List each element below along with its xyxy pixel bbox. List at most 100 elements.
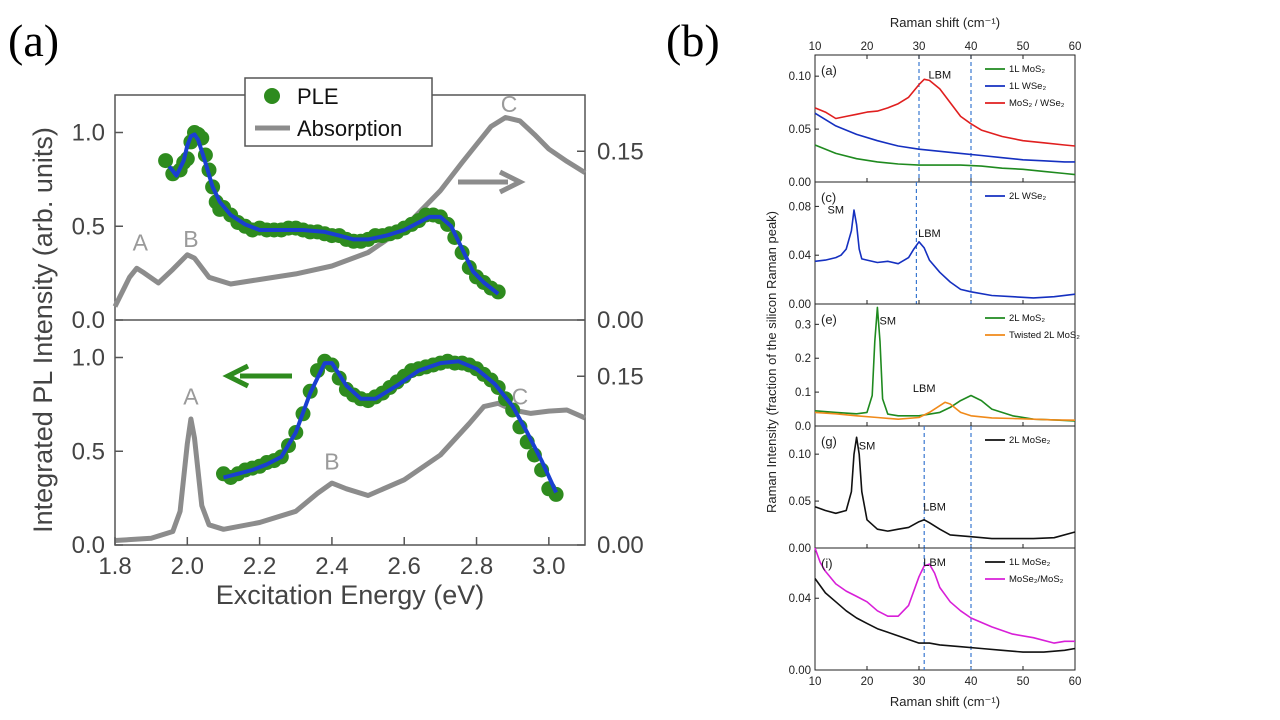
y-tick-label: 0.5 <box>72 213 105 240</box>
y-tick-label: 0.5 <box>72 438 105 465</box>
y-tick-label: 0.00 <box>789 543 811 555</box>
legend-label: 1L MoS₂ <box>1009 64 1045 75</box>
series-line <box>814 112 1075 163</box>
y-tick-label: 0.0 <box>72 532 105 559</box>
peak-annotation: LBM <box>923 557 946 569</box>
y-tick-label: 0.05 <box>789 124 811 136</box>
legend-label: 1L WSe₂ <box>1009 81 1046 92</box>
y-tick-label: 0.00 <box>789 177 811 189</box>
right-y-tick-label: 0.00 <box>597 307 644 334</box>
peak-annotation: SM <box>828 205 845 217</box>
top-x-axis-title: Raman shift (cm⁻¹) <box>890 15 1000 30</box>
legend-label: 2L WSe₂ <box>1009 191 1046 202</box>
raman-subplot-3: 0.00 0.05 0.10 (g) SM LBM 2L MoSe₂ <box>789 425 1076 555</box>
ple-marker <box>158 153 174 169</box>
subplot-top: 0.0 0.5 1.0 0.00 0.15 A B C <box>72 91 644 334</box>
right-y-tick-label: 0.00 <box>597 532 644 559</box>
y-tick-label: 0.00 <box>789 665 811 677</box>
top-x-tick-label: 40 <box>965 41 978 53</box>
y-tick-label: 0.05 <box>789 496 811 508</box>
subplot-tag: (e) <box>821 312 837 327</box>
subplot-tag: (c) <box>821 190 836 205</box>
arrow-head <box>498 169 526 195</box>
y-tick-label: 1.0 <box>72 345 105 372</box>
peak-label-b: B <box>324 449 339 475</box>
x-tick-label: 40 <box>965 676 978 688</box>
arrow-right-gray <box>458 169 526 195</box>
panel-label-a: (a) <box>8 15 60 66</box>
x-tick-label: 1.8 <box>98 553 131 580</box>
y-tick-label: 0.3 <box>795 319 811 331</box>
series-line <box>814 578 1076 653</box>
peak-annotation: SM <box>859 440 876 452</box>
x-tick-label: 2.0 <box>171 553 204 580</box>
subplot-tag: (a) <box>821 63 837 78</box>
legend-absorption-label: Absorption <box>297 116 402 141</box>
peak-annotation: LBM <box>913 383 936 395</box>
x-tick-label: 50 <box>1017 676 1030 688</box>
legend-a: PLE Absorption <box>244 77 433 147</box>
ple-fit-line <box>223 359 558 494</box>
y-tick-label: 0.08 <box>789 201 811 213</box>
peak-label-a: A <box>183 383 199 409</box>
subplot-bottom: 0.0 0.5 1.0 0.00 0.15 A B C <box>72 345 644 560</box>
x-tick-label: 2.8 <box>460 553 493 580</box>
x-tick-label: 2.2 <box>243 553 276 580</box>
x-tick-label: 60 <box>1069 676 1082 688</box>
raman-subplot-0: 0.00 0.05 0.10 (a) LBM 1L MoS₂ 1L WSe₂ MoS₂ / W… <box>789 55 1076 189</box>
plot-frame-b <box>814 54 1076 671</box>
top-x-tick-label: 30 <box>913 41 926 53</box>
panel-label-b: (b) <box>666 15 720 66</box>
peak-label-c: C <box>501 91 518 117</box>
top-x-tick-label: 20 <box>861 41 874 53</box>
peak-annotation: LBM <box>918 228 941 240</box>
ple-fit-line <box>167 132 500 296</box>
peak-label-b: B <box>183 226 198 252</box>
legend-ple-label: PLE <box>297 84 339 109</box>
raman-subplot-4: 0.00 0.04 (i) LBM 1L MoSe₂ MoSe₂/MoS₂ <box>789 547 1076 677</box>
y-tick-label: 0.10 <box>789 71 811 83</box>
series-line <box>814 401 1076 421</box>
arrow-left-green <box>222 363 292 389</box>
series-line <box>814 306 1076 422</box>
top-x-tick-label: 60 <box>1069 41 1082 53</box>
legend-label: 2L MoS₂ <box>1009 313 1045 324</box>
y-tick-label: 1.0 <box>72 120 105 147</box>
y-tick-label: 0.04 <box>789 250 812 262</box>
x-tick-label: 2.6 <box>388 553 421 580</box>
absorption-curve <box>112 115 587 308</box>
y-tick-label: 0.04 <box>789 593 812 605</box>
series-line <box>814 144 1076 176</box>
y-axis-title: Integrated PL Intensity (arb. units) <box>28 127 58 533</box>
peak-label-c: C <box>512 383 529 409</box>
x-tick-label: 30 <box>913 676 926 688</box>
x-axis-title: Excitation Energy (eV) <box>216 580 485 610</box>
peak-label-a: A <box>133 229 149 255</box>
legend-label: 1L MoSe₂ <box>1009 557 1051 568</box>
series-line <box>814 436 1076 540</box>
ple-marker <box>548 486 564 502</box>
x-tick-label: 20 <box>861 676 874 688</box>
series-line <box>814 547 1075 644</box>
legend-ple-marker <box>264 88 280 104</box>
peak-annotation: LBM <box>928 69 951 81</box>
y-tick-label: 0.2 <box>795 353 811 365</box>
x-tick-label: 2.4 <box>315 553 348 580</box>
right-y-tick-label: 0.15 <box>597 138 644 165</box>
legend-label: MoSe₂/MoS₂ <box>1009 574 1064 585</box>
legend-label: Twisted 2L MoS₂ <box>1009 330 1080 341</box>
peak-annotation: LBM <box>923 501 946 513</box>
y-axis-title: Raman Intensity (fraction of the silicon… <box>764 211 779 513</box>
x-tick-label: 10 <box>809 676 822 688</box>
top-x-tick-label: 10 <box>809 41 822 53</box>
legend-label: 2L MoSe₂ <box>1009 435 1051 446</box>
y-tick-label: 0.10 <box>789 449 811 461</box>
peak-annotation: SM <box>880 315 897 327</box>
y-tick-label: 0.1 <box>795 387 811 399</box>
raman-subplot-1: 0.00 0.04 0.08 (c)SM LBM 2L WSe₂ <box>789 181 1076 311</box>
series-line <box>814 209 1076 299</box>
raman-subplot-2: 0.0 0.1 0.2 0.3 (e) SM LBM 2L MoS₂ Twisted 2L Mo… <box>795 303 1080 433</box>
y-tick-label: 0.00 <box>789 299 811 311</box>
y-tick-label: 0.0 <box>795 421 811 433</box>
